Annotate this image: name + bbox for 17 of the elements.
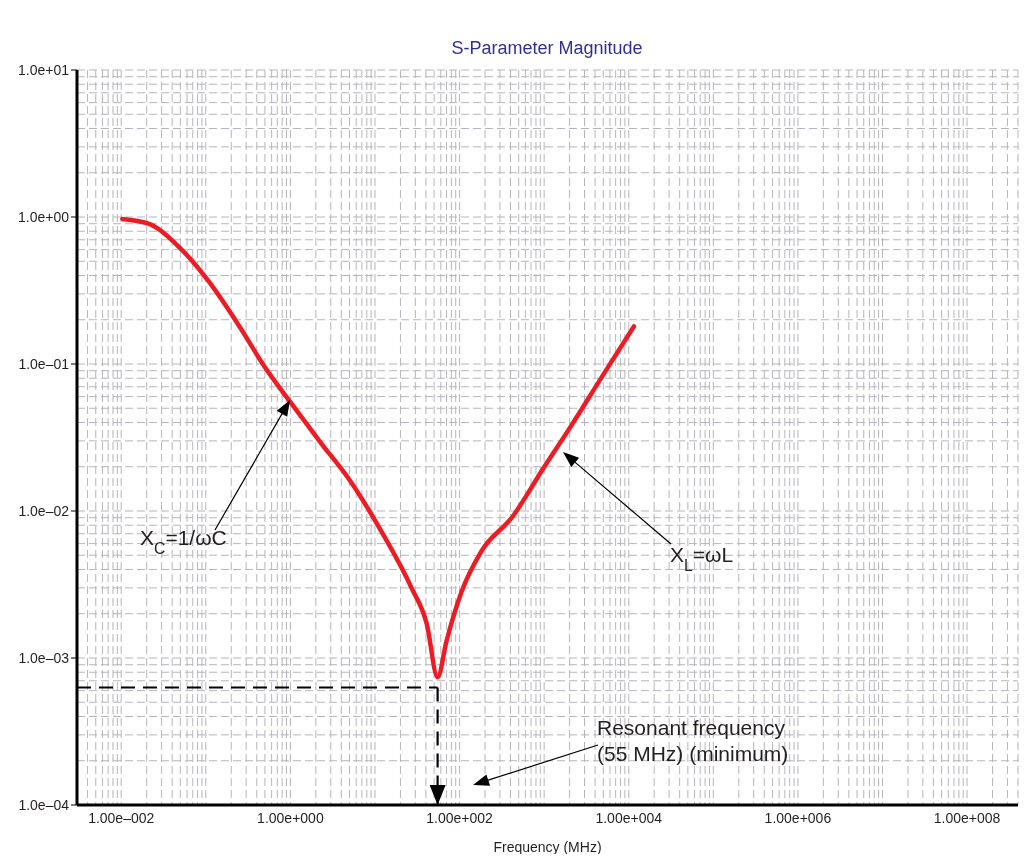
x-tick-label: 1.00e+006	[764, 809, 832, 826]
x-tick-label: 1.00e+002	[426, 809, 494, 826]
y-tick-label: 1.0e–02	[18, 502, 70, 519]
x-tick-label: 1.00e+008	[933, 809, 1001, 826]
x-tick-label: 1.00e+000	[257, 809, 324, 826]
y-tick-label: 1.0e+00	[18, 208, 70, 225]
x-tick-label: 1.00e+004	[595, 809, 663, 826]
y-tick-label: 1.0e–01	[18, 355, 70, 372]
y-tick-label: 1.0e+01	[18, 61, 70, 78]
annotation: X$_{C}$=1/ωC	[140, 526, 227, 557]
annotation: X$_{L}$=ωL	[670, 543, 734, 574]
annotation: Resonant frequency (55 MHz) (minimum)	[597, 716, 789, 765]
x-tick-label: 1.00e–002	[88, 809, 155, 826]
y-tick-label: 1.0e–04	[18, 796, 70, 813]
x-axis-title: Frequency (MHz)	[493, 839, 602, 855]
y-tick-label: 1.0e–03	[18, 649, 70, 666]
chart-title: S-Parameter Magnitude	[450, 38, 644, 59]
